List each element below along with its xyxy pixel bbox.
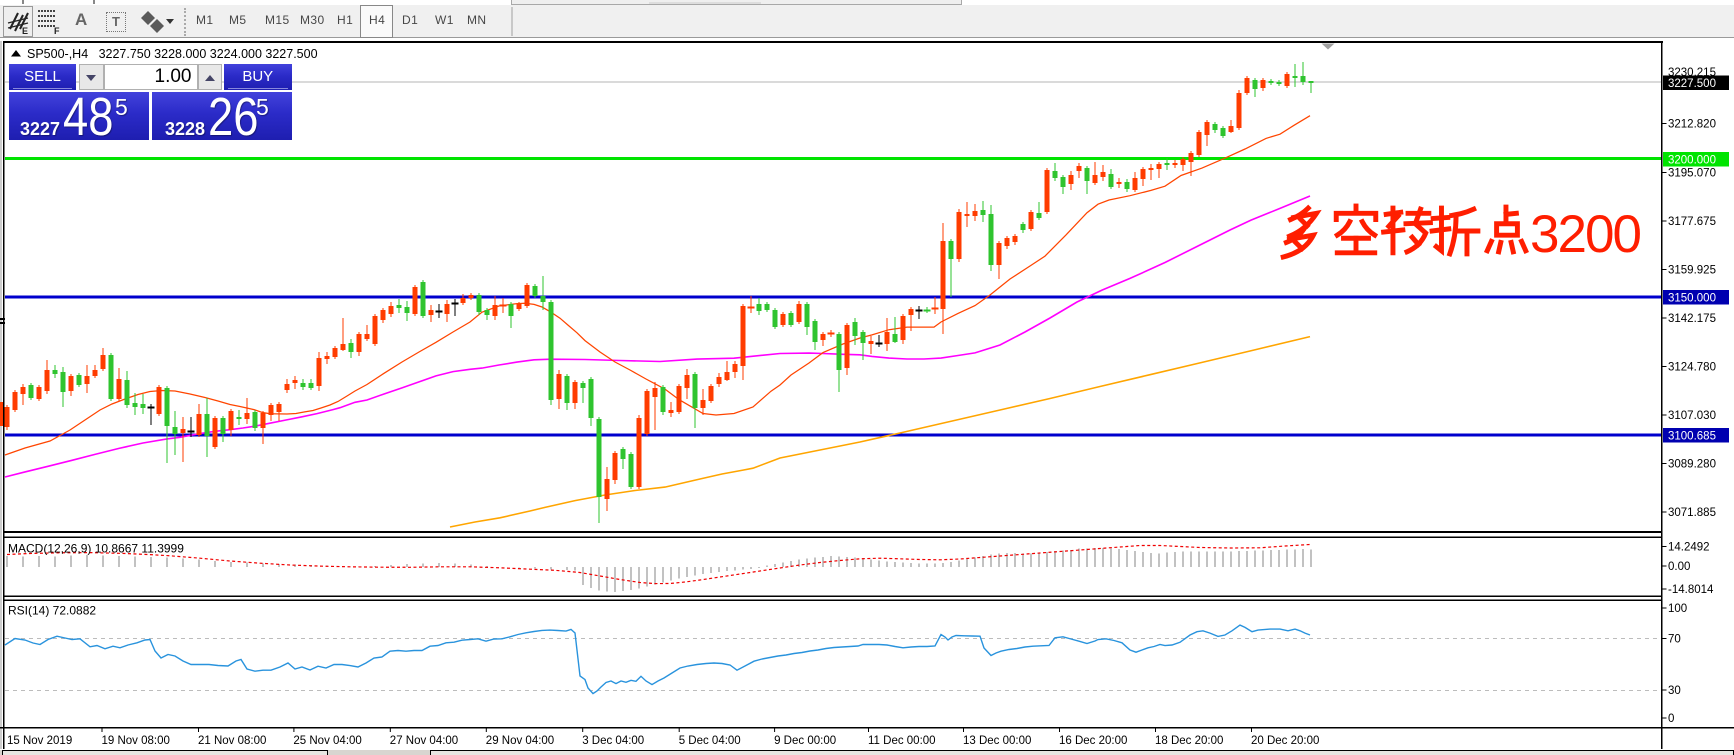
svg-text:18 Dec 20:00: 18 Dec 20:00 (1155, 735, 1223, 747)
svg-text:3124.780: 3124.780 (1668, 362, 1716, 374)
svg-text:19 Nov 08:00: 19 Nov 08:00 (102, 735, 170, 747)
svg-text:70: 70 (1668, 634, 1681, 646)
svg-text:3107.030: 3107.030 (1668, 410, 1716, 422)
svg-text:100: 100 (1668, 603, 1687, 615)
svg-text:3200: 3200 (1530, 205, 1642, 264)
svg-text:3071.885: 3071.885 (1668, 507, 1716, 519)
svg-text:3089.280: 3089.280 (1668, 459, 1716, 471)
svg-text:RSI(14) 72.0882: RSI(14) 72.0882 (8, 604, 96, 618)
svg-text:5 Dec 04:00: 5 Dec 04:00 (679, 735, 741, 747)
svg-text:13 Dec 00:00: 13 Dec 00:00 (963, 735, 1031, 747)
svg-text:16 Dec 20:00: 16 Dec 20:00 (1059, 735, 1127, 747)
svg-text:3227.500: 3227.500 (1668, 78, 1716, 90)
svg-text:3177.675: 3177.675 (1668, 216, 1716, 228)
svg-text:30: 30 (1668, 685, 1681, 697)
svg-text:29 Nov 04:00: 29 Nov 04:00 (486, 735, 554, 747)
svg-text:3100.685: 3100.685 (1668, 431, 1716, 443)
svg-text:20 Dec 20:00: 20 Dec 20:00 (1251, 735, 1319, 747)
svg-text:MACD(12,26,9) 10.8667 11.3999: MACD(12,26,9) 10.8667 11.3999 (8, 542, 184, 556)
svg-text:21 Nov 08:00: 21 Nov 08:00 (198, 735, 266, 747)
svg-text:25 Nov 04:00: 25 Nov 04:00 (293, 735, 361, 747)
svg-text:F: F (54, 26, 60, 35)
svg-text:14.2492: 14.2492 (1668, 542, 1710, 554)
svg-text:3159.925: 3159.925 (1668, 265, 1716, 277)
svg-text:15 Nov 2019: 15 Nov 2019 (7, 735, 72, 747)
svg-text:3142.175: 3142.175 (1668, 313, 1716, 325)
svg-text:0.00: 0.00 (1668, 561, 1690, 573)
svg-text:27 Nov 04:00: 27 Nov 04:00 (390, 735, 458, 747)
svg-text:SP500-,H4 3227.750 3228.000: SP500-,H4 3227.750 3228.000 3224.000 322… (27, 47, 318, 61)
svg-text:9 Dec 00:00: 9 Dec 00:00 (774, 735, 836, 747)
svg-text:3212.820: 3212.820 (1668, 119, 1716, 131)
svg-text:3195.070: 3195.070 (1668, 168, 1716, 180)
svg-text:11 Dec 00:00: 11 Dec 00:00 (868, 735, 936, 747)
svg-text:E: E (22, 26, 28, 36)
svg-text:3200.000: 3200.000 (1668, 155, 1716, 167)
svg-text:0: 0 (1668, 713, 1674, 725)
svg-text:3150.000: 3150.000 (1668, 293, 1716, 305)
svg-text:3 Dec 04:00: 3 Dec 04:00 (582, 735, 644, 747)
svg-text:-14.8014: -14.8014 (1668, 584, 1714, 596)
